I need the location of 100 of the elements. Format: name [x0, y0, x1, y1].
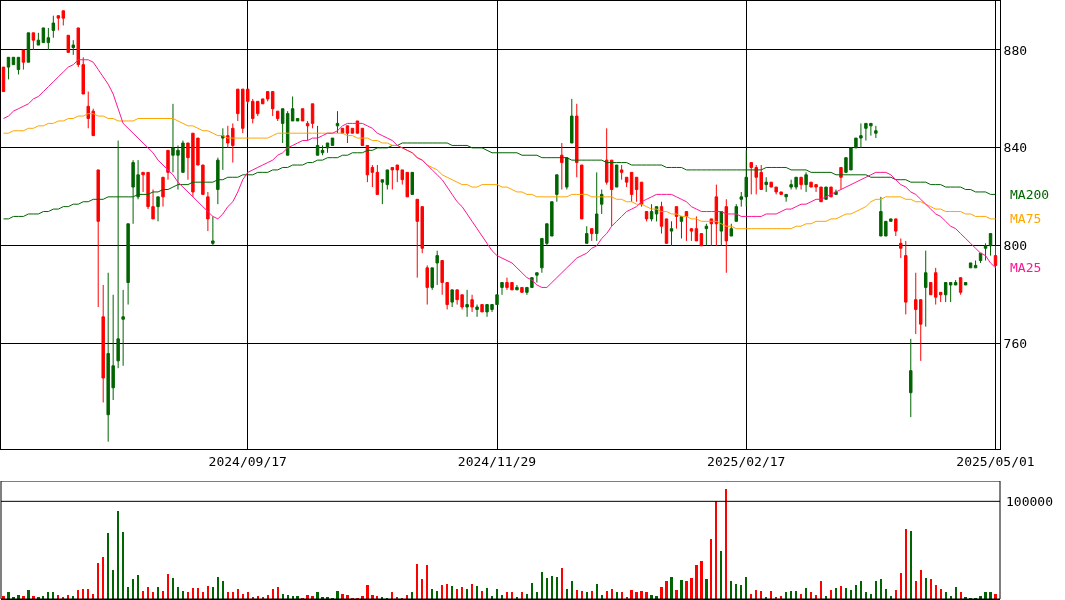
candlestick	[714, 184, 719, 247]
series-label: MA200	[1010, 187, 1050, 202]
x-tick-label: 2024/11/29	[457, 453, 537, 469]
candlestick	[585, 225, 589, 244]
candlestick	[46, 27, 51, 51]
candlestick	[161, 176, 165, 208]
y-tick-label: 760	[1003, 336, 1028, 352]
candlestick	[993, 245, 998, 269]
bar	[984, 592, 987, 599]
candlestick	[659, 201, 664, 235]
candlestick	[475, 304, 479, 318]
bar	[366, 584, 369, 599]
candlestick	[305, 120, 310, 142]
candlestick	[121, 289, 125, 367]
candlestick	[310, 103, 315, 129]
bar	[306, 594, 309, 599]
candlestick	[470, 294, 474, 313]
line-series	[2, 59, 997, 288]
candlestick	[634, 176, 639, 203]
candlestick	[126, 223, 130, 306]
candlestick	[909, 338, 913, 418]
candlestick	[515, 284, 519, 291]
candlestick	[924, 250, 928, 328]
bar	[700, 560, 703, 599]
bar	[336, 591, 339, 599]
candlestick	[968, 262, 973, 269]
candlestick	[36, 32, 41, 46]
candlestick	[375, 164, 380, 195]
candlestick	[904, 240, 908, 315]
bar	[341, 593, 344, 599]
candlestick	[575, 103, 579, 178]
candlestick	[694, 215, 699, 242]
bar	[685, 581, 688, 599]
x-tick-label: 2024/09/17	[208, 453, 287, 469]
candlestick	[275, 110, 280, 122]
bar	[640, 591, 643, 599]
candlestick	[206, 191, 210, 232]
bar	[650, 594, 653, 599]
bar	[695, 564, 698, 599]
candlestick	[619, 164, 624, 181]
candlestick	[270, 91, 275, 117]
candlestick	[31, 32, 36, 51]
bar	[989, 592, 992, 599]
candlestick	[988, 233, 993, 257]
bar	[346, 594, 349, 599]
bar	[645, 592, 648, 599]
series-label: MA75	[1010, 211, 1042, 226]
bar	[680, 580, 683, 599]
candlestick	[580, 164, 584, 220]
candlestick	[590, 228, 594, 242]
x-tick-label: 2025/05/01	[956, 453, 1035, 469]
y-tick-label: 880	[1003, 42, 1028, 58]
bar	[371, 594, 374, 599]
candlestick	[96, 169, 100, 308]
candlestick	[894, 218, 898, 237]
candlestick	[71, 39, 75, 56]
candlestick	[804, 171, 808, 193]
bar	[690, 578, 693, 599]
candlestick	[629, 171, 634, 203]
candlestick	[335, 110, 340, 134]
bar	[994, 593, 997, 599]
candlestick	[704, 223, 709, 247]
candlestick	[565, 157, 569, 190]
candlestick	[899, 237, 903, 259]
candlestick	[330, 137, 335, 146]
candlestick	[51, 15, 56, 39]
candlestick	[839, 166, 843, 190]
candlestick	[435, 250, 439, 286]
bar	[675, 590, 678, 599]
y-tick-label: 800	[1003, 238, 1028, 254]
candlestick	[983, 242, 988, 261]
candlestick	[101, 284, 105, 403]
candlestick	[16, 56, 21, 75]
candlestick	[649, 203, 654, 222]
candlestick	[669, 220, 674, 247]
bar	[17, 594, 20, 599]
candlestick	[315, 125, 320, 156]
candlestick	[520, 286, 524, 293]
candlestick	[784, 193, 788, 203]
candlestick	[958, 277, 963, 296]
candlestick	[390, 166, 395, 190]
candlestick	[689, 228, 694, 242]
candlestick	[724, 198, 729, 274]
candlestick	[764, 176, 768, 193]
candlestick	[450, 289, 454, 308]
candlestick	[480, 304, 484, 313]
candlestick	[799, 176, 803, 190]
y-tick-label: 840	[1003, 140, 1028, 156]
candlestick	[430, 267, 434, 291]
series-label: MA25	[1010, 260, 1042, 275]
bar	[705, 579, 708, 599]
candlestick	[166, 149, 170, 181]
candlestick	[221, 127, 225, 171]
candlestick	[963, 282, 968, 286]
bar	[316, 592, 319, 599]
candlestick	[679, 215, 684, 239]
bar	[27, 590, 30, 599]
candlestick	[320, 144, 325, 156]
line-series	[2, 113, 997, 230]
candlestick	[535, 272, 539, 284]
